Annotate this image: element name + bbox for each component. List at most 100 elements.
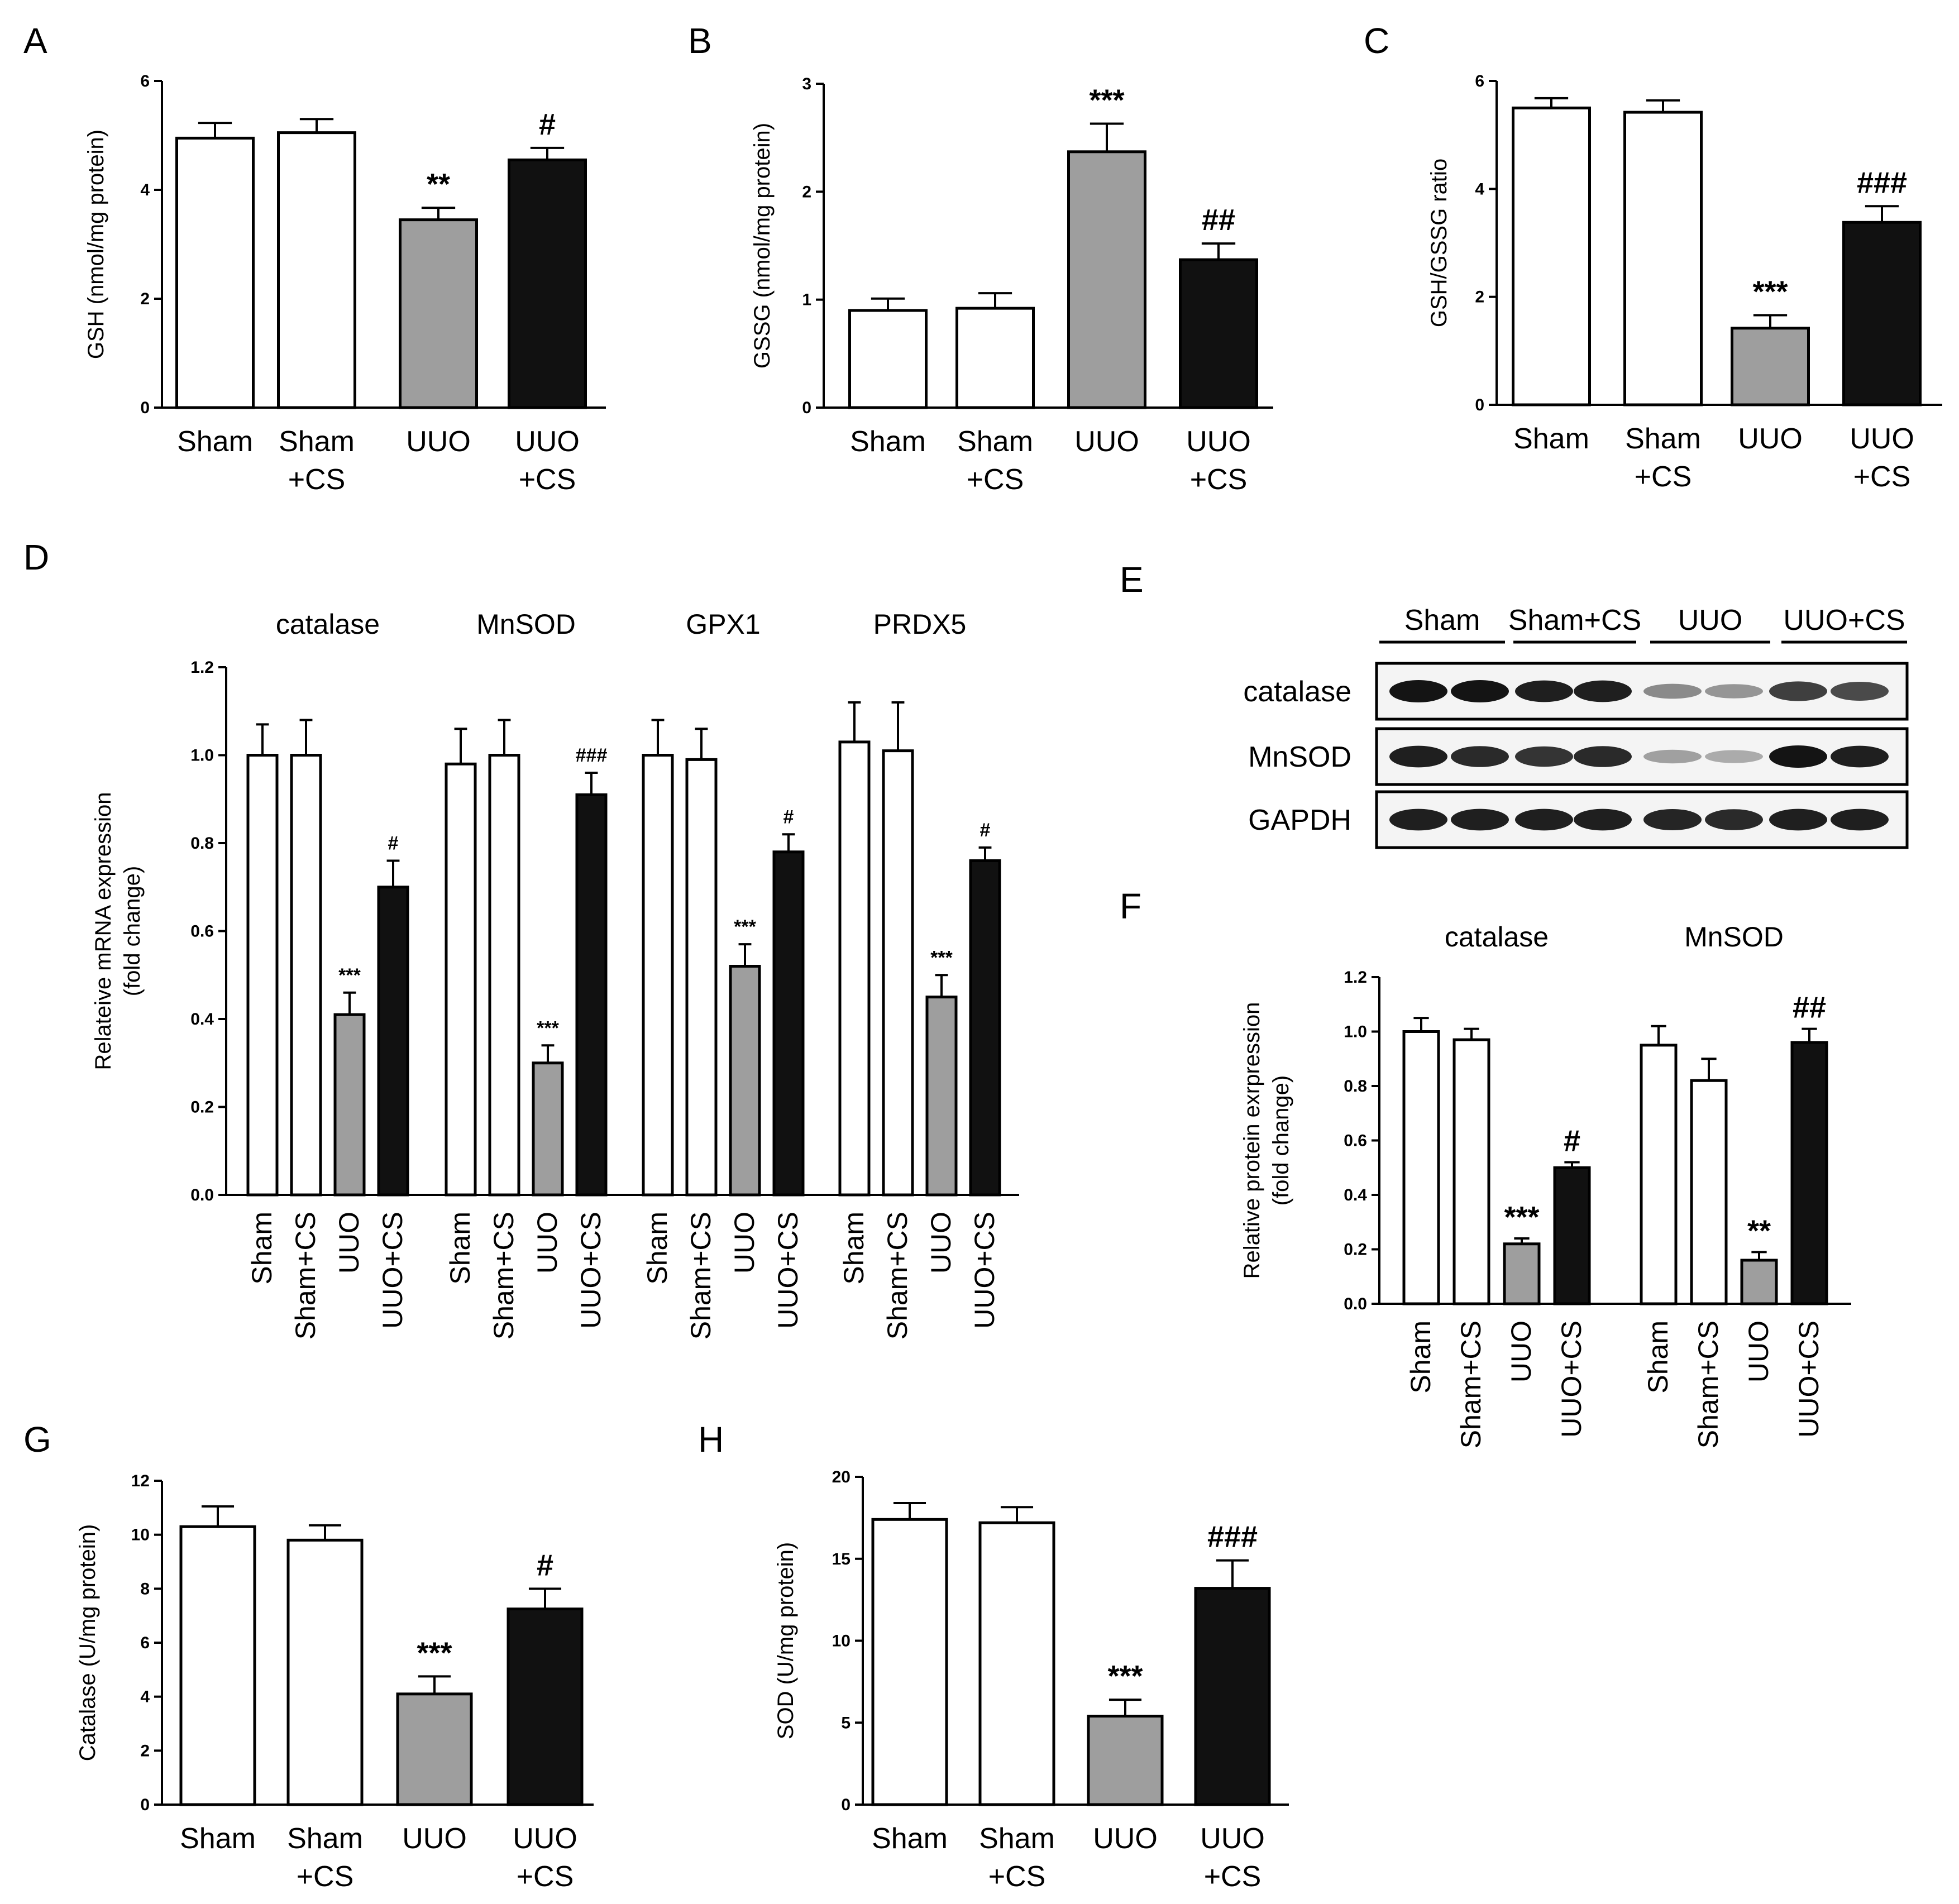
panel-B-category-label: UUO [1074,425,1139,458]
panel-C-ytick-label: 0 [1475,396,1484,414]
panel-D-significance: *** [930,947,953,968]
panel-G-ylabel: Catalase (U/mg protein) [75,1524,100,1762]
panel-H-ytick-label: 5 [841,1714,851,1732]
panel-G-ytick-label: 10 [131,1526,150,1544]
panel-G-bar [179,1525,256,1806]
panel-D-category-label: UUO [729,1212,760,1274]
panel-F-significance: # [1564,1125,1580,1158]
panel-F-bar [1740,1259,1778,1305]
blot-band [1389,809,1447,831]
panel-A-category-label: UUO [515,425,580,458]
panel-D-group-label: GPX1 [686,609,760,640]
panel-D-category-label: Sham+CS [882,1212,913,1340]
panel-D-significance: *** [338,965,361,986]
blot-band [1389,745,1447,768]
panel-B-significance: ## [1202,203,1235,237]
blot-band [1515,680,1573,702]
panel-B-bar [1067,150,1146,409]
panel-H-significance: ### [1207,1520,1258,1554]
panel-D-ylabel: Relateive mRNA expression [91,792,116,1070]
panel-D-category-label: Sham [445,1212,476,1285]
panel-A-ytick-label: 2 [140,290,150,308]
panel-C-category-label: Sham [1513,423,1589,455]
panel-D-category-label: UUO [333,1212,365,1274]
panel-F-significance: ## [1793,991,1826,1025]
panel-G-bar [396,1692,473,1806]
panel-D-ytick-label: 0.2 [190,1098,214,1117]
blot-band [1769,809,1827,831]
panel-D-bar [685,758,718,1197]
panel-F-significance: *** [1504,1200,1539,1234]
panel-D-bar [575,793,608,1197]
panel-D-bar [290,754,322,1197]
blot-band [1574,809,1632,831]
blot-band [1574,746,1632,767]
panel-A-category-label: +CS [288,463,346,496]
panel-H-category-label: Sham [979,1822,1055,1855]
panel-F-ylabel: Relative protein exrpression [1240,1002,1264,1279]
panel-D-category-label: UUO+CS [377,1212,408,1329]
panel-H-ylabel: SOD (U/mg protein) [773,1542,798,1739]
panel-F-ytick-label: 0.2 [1344,1241,1367,1259]
panel-C-category-label: +CS [1635,461,1692,493]
panel-F-ytick-label: 1.2 [1344,968,1367,987]
panel-B-ytick-label: 0 [802,399,811,417]
panel-F-category-label: Sham [1642,1321,1674,1394]
panel-A-significance: ** [427,168,450,201]
panel-F-ytick-label: 0.0 [1344,1295,1367,1313]
panel-F-bar [1402,1030,1440,1305]
panel-G-ytick-label: 4 [140,1688,150,1706]
panel-B-ytick-label: 2 [802,183,811,201]
panel-F-ytick-label: 0.6 [1344,1132,1367,1150]
panel-C-category-label: Sham [1625,423,1701,455]
panel-B-bar [955,307,1035,409]
panel-D-ytick-label: 0.8 [190,834,214,853]
panel-A-bar [399,218,478,409]
panel-G-bar [507,1608,584,1806]
panel-F-bar [1790,1041,1828,1305]
panel-D-letter: D [23,537,49,577]
panel-C-ytick-label: 6 [1475,72,1484,90]
panel-F-significance: ** [1747,1214,1771,1247]
panel-D-bar [729,965,761,1197]
panel-H-bar [871,1518,948,1806]
panel-H-bar [1087,1715,1164,1806]
panel-B-ytick-label: 3 [802,75,811,93]
panel-D-bar [377,886,409,1197]
panel-H-category-label: UUO [1200,1822,1265,1855]
panel-D-ylabel: (fold change) [120,866,145,996]
blot-band [1643,749,1702,764]
panel-H-ytick-label: 20 [832,1468,851,1486]
panel-F-ytick-label: 0.8 [1344,1077,1367,1095]
panel-F-category-label: UUO [1743,1321,1774,1382]
panel-A-bar [175,136,255,409]
panel-H-bar [1194,1587,1271,1806]
panel-H-category-label: +CS [988,1860,1046,1893]
panel-A-category-label: UUO [406,425,471,458]
panel-D-significance: # [388,833,399,854]
panel-D-category-label: UUO+CS [969,1212,1000,1329]
blot-band [1451,809,1509,831]
panel-G-ytick-label: 2 [140,1742,150,1760]
blot-band [1831,745,1889,768]
panel-G-letter: G [23,1419,51,1460]
panel-C-category-label: UUO [1738,423,1803,455]
panel-D-ytick-label: 1.0 [190,747,214,765]
panel-D-category-label: UUO+CS [575,1212,606,1329]
panel-F-category-label: UUO+CS [1556,1321,1587,1438]
blot-band [1769,745,1827,768]
panel-D-category-label: UUO+CS [772,1212,804,1329]
blot-band [1451,680,1509,702]
blot-band [1451,746,1509,767]
panel-G-significance: # [537,1548,553,1582]
blot-lane-label: UUO [1678,604,1743,637]
panel-F-bar [1690,1079,1728,1305]
panel-G-category-label: UUO [402,1822,467,1855]
panel-D-ytick-label: 0.6 [190,922,214,941]
panel-D-bar [488,754,520,1197]
panel-D-category-label: Sham [642,1212,673,1285]
panel-D-bar [838,740,871,1197]
panel-F-category-label: Sham+CS [1693,1321,1724,1448]
panel-D-bar [532,1061,564,1197]
panel-F-category-label: UUO+CS [1793,1321,1824,1438]
